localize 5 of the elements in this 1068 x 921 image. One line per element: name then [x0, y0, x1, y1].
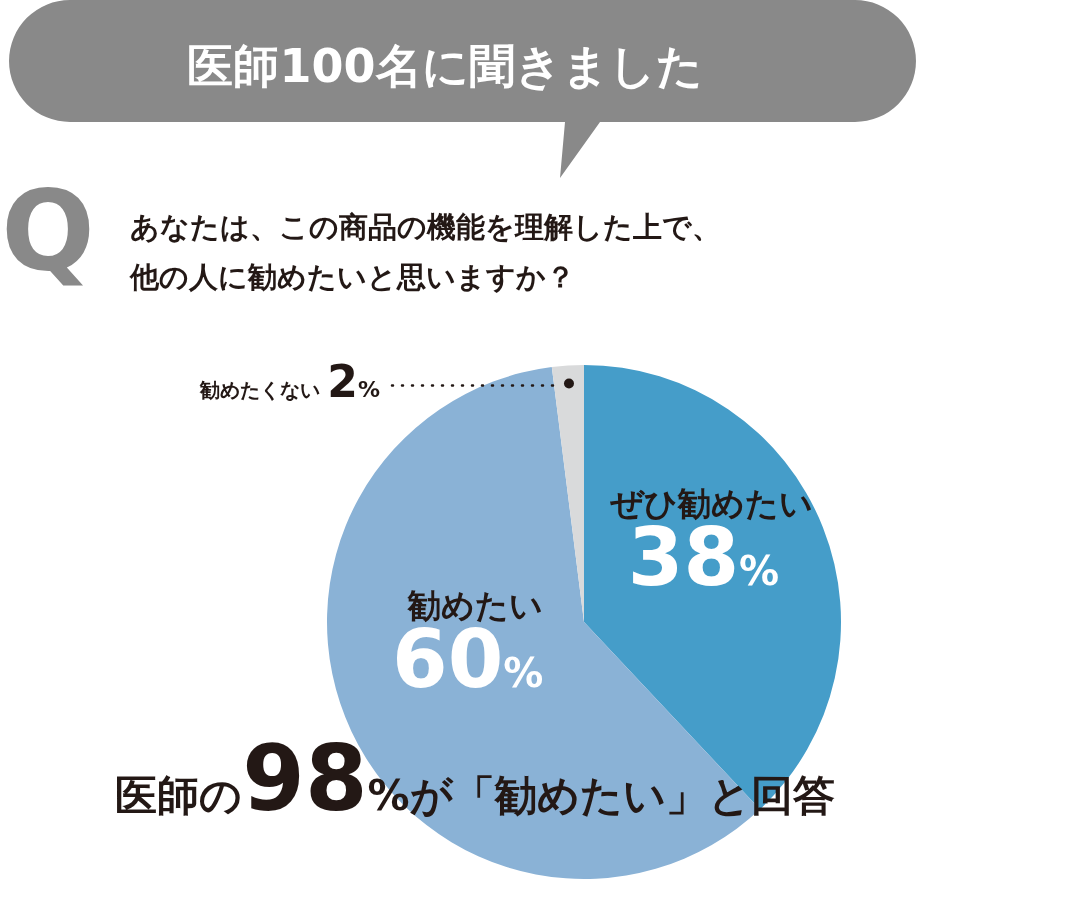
chart-title: 医師100名に聞きました [187, 39, 703, 93]
slice-label: 勧めたくない [199, 378, 328, 403]
chart-subtitle: あなたは、この商品の機能を理解した上で、他の人に勧めたいと思いますか？ [129, 210, 721, 294]
data-label: 2% [327, 356, 380, 408]
text: Q [1, 168, 95, 296]
